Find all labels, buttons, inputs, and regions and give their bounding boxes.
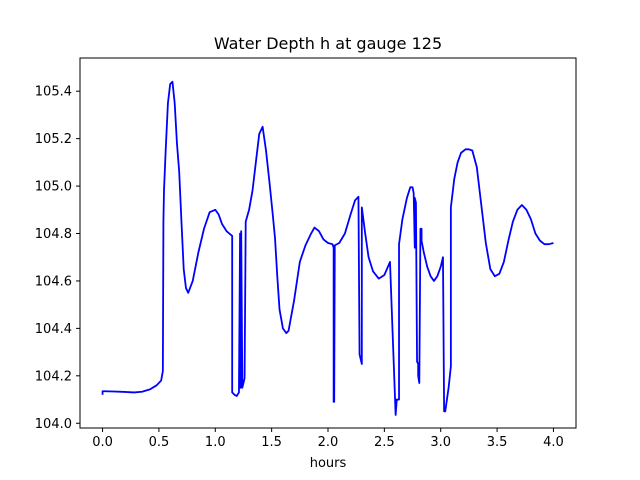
x-tick-label: 2.0 xyxy=(318,435,339,450)
x-tick-label: 3.0 xyxy=(430,435,451,450)
series-layer xyxy=(101,80,554,416)
y-tick-label: 104.6 xyxy=(35,274,72,289)
y-axis: 104.0 104.2 104.4 104.6 104.8 105.0 105.2 105.4 xyxy=(35,85,80,432)
y-tick-label: 104.4 xyxy=(35,322,72,337)
x-axis-label: hours xyxy=(310,456,347,471)
x-tick-label: 2.5 xyxy=(374,435,395,450)
x-tick-label: 1.5 xyxy=(261,435,282,450)
x-axis: 0.0 0.5 1.0 1.5 2.0 2.5 3.0 3.5 4.0 xyxy=(92,428,564,450)
x-tick-label: 4.0 xyxy=(543,435,564,450)
y-tick-label: 104.2 xyxy=(35,369,72,384)
y-tick-label: 105.4 xyxy=(35,85,72,100)
chart-title: Water Depth h at gauge 125 xyxy=(214,34,442,53)
x-tick-label: 0.0 xyxy=(92,435,113,450)
y-tick-label: 104.8 xyxy=(35,227,72,242)
series-line xyxy=(101,80,554,416)
y-tick-label: 105.0 xyxy=(35,180,72,195)
x-tick-label: 0.5 xyxy=(149,435,170,450)
y-tick-label: 105.2 xyxy=(35,132,72,147)
y-tick-label: 104.0 xyxy=(35,417,72,432)
plot-area xyxy=(79,57,577,429)
x-tick-label: 3.5 xyxy=(487,435,508,450)
x-tick-label: 1.0 xyxy=(205,435,226,450)
